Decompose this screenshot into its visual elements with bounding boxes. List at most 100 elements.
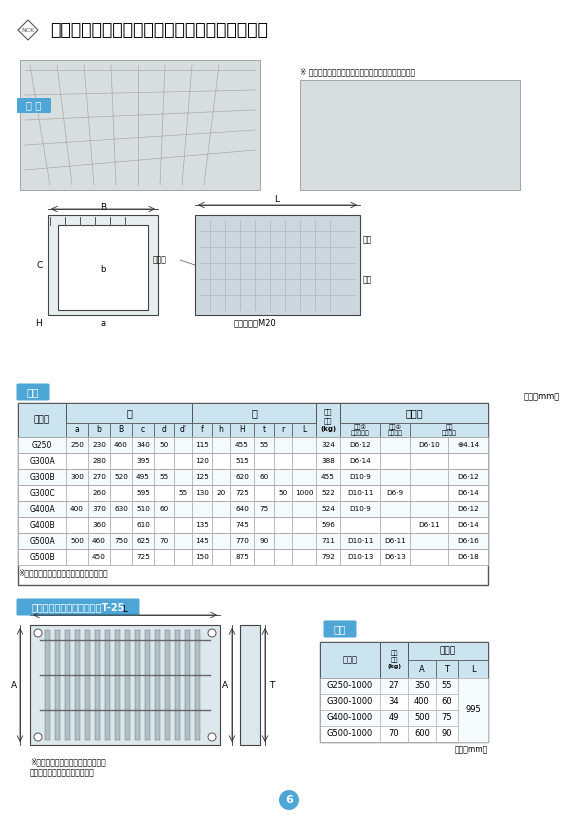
Bar xyxy=(340,453,380,469)
Bar xyxy=(380,694,408,710)
Text: 横筋: 横筋 xyxy=(363,275,372,284)
Text: D6·12: D6·12 xyxy=(457,474,479,480)
Text: G400-1000: G400-1000 xyxy=(327,713,373,722)
Bar xyxy=(212,517,230,533)
Text: ※サイズによっては受注生産となります。: ※サイズによっては受注生産となります。 xyxy=(18,568,108,577)
Bar xyxy=(154,533,174,549)
Text: 横筋②
径・本数: 横筋② 径・本数 xyxy=(387,424,402,436)
Text: D10·9: D10·9 xyxy=(349,474,371,480)
Bar xyxy=(340,423,380,437)
Text: t: t xyxy=(262,426,266,435)
Bar xyxy=(230,517,254,533)
Text: ⊕4.14: ⊕4.14 xyxy=(457,442,479,448)
Bar xyxy=(380,437,410,453)
Bar xyxy=(18,469,66,485)
Bar xyxy=(230,549,254,565)
Bar xyxy=(380,469,410,485)
Text: 115: 115 xyxy=(195,442,209,448)
Text: 34: 34 xyxy=(389,698,400,707)
Bar xyxy=(274,437,292,453)
Bar xyxy=(458,660,488,678)
Bar xyxy=(154,485,174,501)
Bar xyxy=(175,630,180,740)
Text: 620: 620 xyxy=(235,474,249,480)
Bar xyxy=(132,485,154,501)
Text: 745: 745 xyxy=(235,522,249,528)
Bar xyxy=(448,549,488,565)
Bar xyxy=(174,549,192,565)
Text: 寸　法: 寸 法 xyxy=(440,646,456,655)
Text: グレーチング蓋（固定式）T-25: グレーチング蓋（固定式）T-25 xyxy=(31,602,124,612)
Bar xyxy=(18,533,488,549)
Bar xyxy=(458,678,488,694)
Text: 510: 510 xyxy=(136,506,150,512)
Bar xyxy=(292,517,316,533)
Bar xyxy=(448,485,488,501)
Text: H: H xyxy=(239,426,245,435)
Bar xyxy=(192,501,212,517)
Bar xyxy=(408,642,488,660)
Bar xyxy=(274,533,292,549)
Bar xyxy=(45,630,50,740)
Text: 法: 法 xyxy=(251,408,257,418)
Bar xyxy=(192,533,212,549)
Text: G300-1000: G300-1000 xyxy=(327,698,373,707)
Text: D6·10: D6·10 xyxy=(418,442,440,448)
Bar xyxy=(55,630,60,740)
Bar xyxy=(58,225,148,310)
Bar xyxy=(410,437,448,453)
Bar xyxy=(410,469,448,485)
Bar xyxy=(212,453,230,469)
Bar xyxy=(135,630,140,740)
Text: 配　筋: 配 筋 xyxy=(405,408,423,418)
Bar xyxy=(448,517,488,533)
Bar xyxy=(300,80,520,190)
Text: 270: 270 xyxy=(92,474,106,480)
Bar xyxy=(436,726,458,742)
Bar xyxy=(316,403,340,437)
Bar xyxy=(110,517,132,533)
Bar xyxy=(320,642,488,660)
Text: D6·12: D6·12 xyxy=(349,442,371,448)
Text: b: b xyxy=(100,265,106,274)
Bar xyxy=(340,549,380,565)
Bar xyxy=(380,726,408,742)
FancyBboxPatch shape xyxy=(324,621,357,637)
Bar xyxy=(110,453,132,469)
Bar xyxy=(320,642,488,742)
Bar xyxy=(292,533,316,549)
Bar xyxy=(408,678,436,694)
Text: 596: 596 xyxy=(321,522,335,528)
Circle shape xyxy=(208,629,216,637)
Bar xyxy=(18,485,66,501)
Text: 260: 260 xyxy=(92,490,106,496)
Bar xyxy=(230,423,254,437)
Bar xyxy=(65,630,70,740)
Bar xyxy=(316,517,340,533)
Bar xyxy=(316,485,340,501)
Text: 60: 60 xyxy=(442,698,452,707)
Text: 呼び名: 呼び名 xyxy=(343,655,357,664)
Text: f: f xyxy=(201,426,203,435)
Text: 1000: 1000 xyxy=(295,490,313,496)
Bar xyxy=(212,549,230,565)
Bar xyxy=(132,469,154,485)
Text: 455: 455 xyxy=(321,474,335,480)
Bar xyxy=(174,501,192,517)
Text: 横筋①
径径・本数: 横筋① 径径・本数 xyxy=(351,424,369,436)
Bar xyxy=(192,437,212,453)
Bar xyxy=(212,501,230,517)
Bar xyxy=(18,485,488,501)
Bar xyxy=(212,485,230,501)
Bar xyxy=(320,726,380,742)
Bar xyxy=(410,549,448,565)
Bar xyxy=(254,437,274,453)
Text: C: C xyxy=(37,260,43,269)
FancyBboxPatch shape xyxy=(16,599,140,616)
Bar xyxy=(88,423,110,437)
Bar xyxy=(110,533,132,549)
Bar xyxy=(212,437,230,453)
Bar xyxy=(145,630,150,740)
Bar xyxy=(274,453,292,469)
Text: 呼び名: 呼び名 xyxy=(34,415,50,424)
